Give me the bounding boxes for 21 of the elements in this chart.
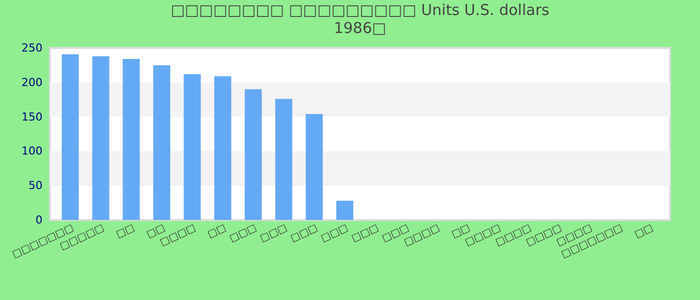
x-tick-label: □□ (633, 222, 655, 240)
bar (214, 76, 232, 220)
chart-title: □□□□□□□□ □□□□□□□□□ Units U.S. dollars (170, 1, 550, 19)
y-tick-label: 150 (22, 110, 42, 124)
bar (306, 114, 323, 220)
y-tick-label: 0 (36, 214, 42, 226)
bar (275, 98, 292, 220)
y-tick-label: 100 (22, 144, 42, 158)
y-tick-label: 200 (22, 76, 42, 89)
chart-subtitle: 1986□ (334, 19, 386, 37)
x-tick-label: □□ (206, 222, 228, 240)
bar (153, 65, 170, 220)
x-tick-label: □□ (114, 222, 136, 240)
y-tick-label: 50 (28, 179, 42, 192)
bar (336, 200, 354, 220)
bar (184, 74, 201, 220)
y-tick-label: 250 (22, 42, 42, 54)
bar (62, 54, 79, 220)
bar (92, 56, 110, 220)
bar (244, 89, 262, 220)
bar (122, 59, 140, 220)
